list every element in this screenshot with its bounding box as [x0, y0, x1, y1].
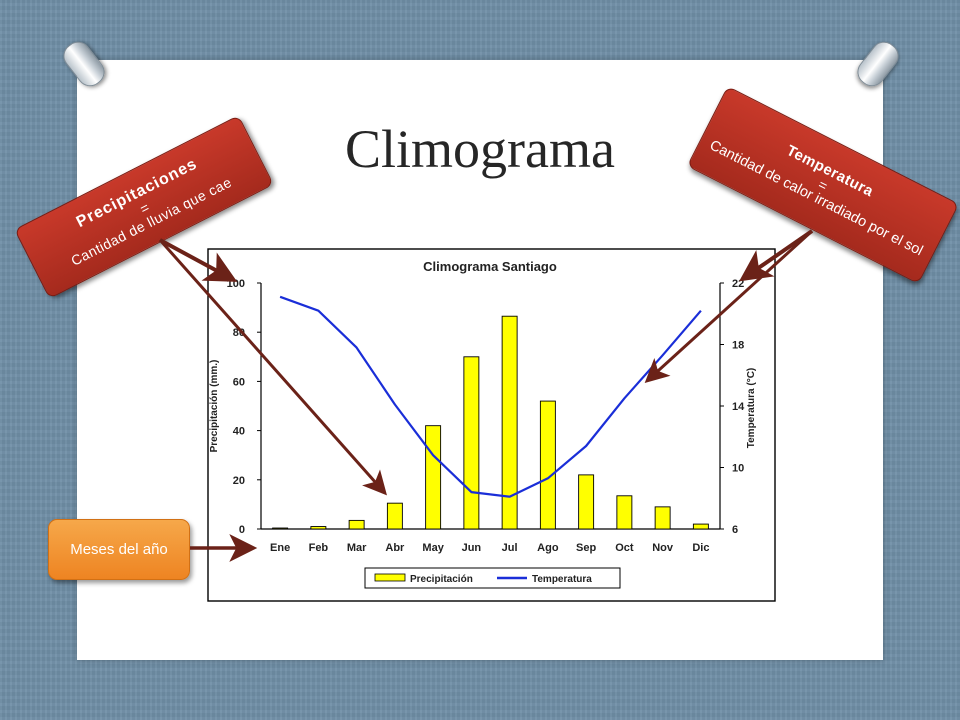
- y-tick-label: 0: [239, 524, 245, 536]
- precipitation-bar: [616, 495, 633, 530]
- precipitation-bar: [578, 474, 595, 530]
- x-tick-label: Dic: [692, 542, 709, 554]
- precipitation-bar: [310, 526, 327, 530]
- y2-tick-label: 6: [732, 524, 738, 536]
- x-tick-label: Nov: [652, 542, 674, 554]
- x-tick-label: Jul: [502, 542, 518, 554]
- temperature-line: [279, 295, 702, 498]
- x-tick-label: Sep: [576, 542, 596, 554]
- x-tick-label: Ene: [270, 542, 290, 554]
- y-tick-label: 20: [233, 475, 245, 487]
- precipitation-bar: [463, 356, 480, 530]
- chart-title: Climograma Santiago: [423, 259, 557, 274]
- y-tick-label: 100: [227, 278, 245, 290]
- y2-axis-label: Temperatura (°C): [746, 368, 757, 449]
- precipitation-bar: [501, 315, 518, 530]
- precipitation-bar: [386, 502, 403, 530]
- y-tick-label: 40: [233, 426, 245, 438]
- legend-label-temperature: Temperatura: [532, 574, 592, 585]
- precipitation-bar: [348, 519, 365, 530]
- slide-title: Climograma: [345, 119, 615, 179]
- x-tick-label: Oct: [615, 542, 634, 554]
- x-tick-label: Feb: [309, 542, 329, 554]
- months-callout: Meses del año: [48, 519, 190, 580]
- legend-swatch-precipitation: [374, 573, 406, 582]
- legend-label-precipitation: Precipitación: [410, 574, 473, 585]
- legend-box: [364, 567, 621, 589]
- precipitation-bar: [539, 400, 556, 530]
- precipitation-bar: [692, 523, 709, 530]
- x-tick-label: Abr: [385, 542, 405, 554]
- x-tick-label: Ago: [537, 542, 559, 554]
- climograph-chart: Climograma Santiago 0 20 40 60 80 100 6 10 14 18 2…: [155, 224, 835, 628]
- y-tick-label: 80: [233, 327, 245, 339]
- x-tick-label: May: [422, 542, 444, 554]
- y-axis-label: Precipitación (mm.): [209, 360, 220, 453]
- x-tick-label: Mar: [347, 542, 367, 554]
- chart-svg: Climograma Santiago 0 20 40 60 80 100 6 10 14 18 2…: [207, 248, 776, 602]
- precipitation-bar: [272, 527, 289, 530]
- x-tick-label: Jun: [462, 542, 482, 554]
- y2-tick-label: 22: [732, 278, 744, 290]
- y2-tick-label: 18: [732, 340, 744, 352]
- precipitation-bar: [654, 506, 671, 530]
- y2-tick-label: 14: [732, 401, 745, 413]
- precipitation-bar: [425, 425, 442, 530]
- y-tick-label: 60: [233, 376, 245, 388]
- y2-tick-label: 10: [732, 463, 744, 475]
